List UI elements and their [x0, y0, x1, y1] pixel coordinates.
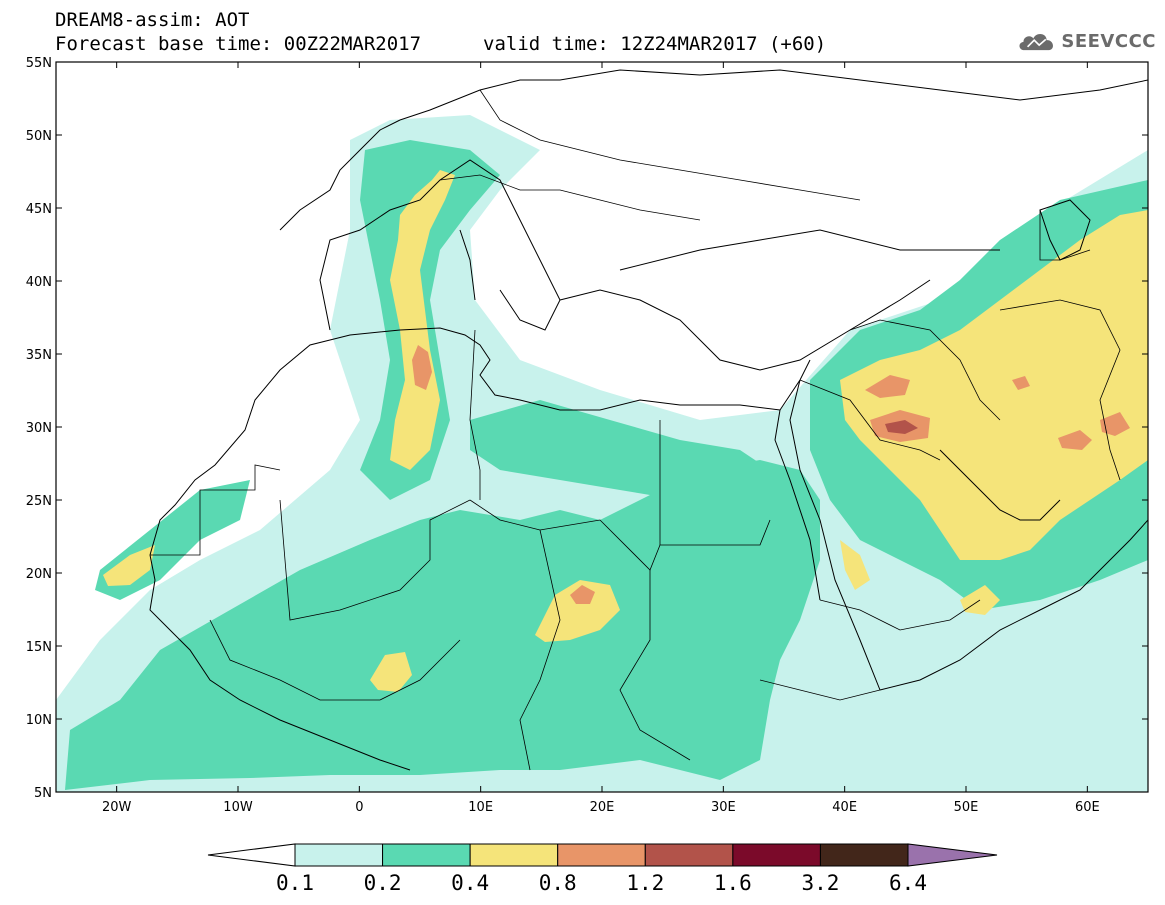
colorbar-level-label: 0.1: [276, 871, 314, 895]
longitude-ticks: 20W 10W 0 10E 20E 30E 40E 50E 60E: [102, 62, 1100, 815]
colorbar-level-label: 6.4: [889, 871, 927, 895]
cloud-icon: [1019, 34, 1053, 51]
valid-time: valid time: 12Z24MAR2017 (+60): [483, 33, 827, 55]
lat-tick-label: 45N: [26, 202, 52, 217]
lon-tick-label: 10W: [223, 800, 253, 815]
lat-tick-label: 50N: [26, 129, 52, 144]
lon-tick-label: 50E: [954, 800, 979, 815]
latitude-ticks: 5N 10N 15N 20N 25N 30N 35N 40N 45N 50N 55N: [26, 56, 1148, 801]
lon-tick-label: 20W: [102, 800, 132, 815]
aot-band-1.2: [885, 420, 918, 434]
lat-tick-label: 10N: [26, 713, 52, 728]
colorbar-level-label: 1.2: [626, 871, 664, 895]
colorbar-swatch: [469, 843, 559, 867]
colorbar-level-label: 1.6: [714, 871, 752, 895]
country-borders: [150, 89, 1121, 771]
lat-tick-label: 15N: [26, 640, 52, 655]
colorbar-swatch: [644, 843, 734, 867]
colorbar-swatch: [819, 843, 909, 867]
colorbar: 0.1 0.2 0.4 0.8 1.2 1.6 3.2 6.4: [207, 843, 998, 895]
lat-tick-label: 20N: [26, 567, 52, 582]
lat-tick-label: 30N: [26, 421, 52, 436]
colorbar-over-triangle: [907, 843, 998, 867]
logo-text: SEEVCCC: [1061, 30, 1156, 52]
lon-tick-label: 0: [355, 800, 363, 815]
seevccc-logo: SEEVCCC: [1016, 24, 1156, 58]
aot-band-0.8: [412, 345, 1130, 604]
colorbar-swatch: [382, 843, 471, 867]
map-title: DREAM8-assim: AOT: [55, 9, 250, 31]
colorbar-level-label: 0.8: [539, 871, 577, 895]
lon-tick-label: 30E: [711, 800, 736, 815]
colorbar-level-label: 0.4: [451, 871, 489, 895]
aot-band-0.4: [103, 170, 1148, 692]
lat-tick-label: 55N: [26, 56, 52, 71]
colorbar-swatch: [732, 843, 821, 867]
lat-tick-label: 40N: [26, 275, 52, 290]
colorbar-level-label: 0.2: [364, 871, 402, 895]
colorbar-swatch: [294, 843, 384, 867]
colorbar-swatch: [557, 843, 646, 867]
forecast-base-time: Forecast base time: 00Z22MAR2017: [55, 33, 422, 55]
lon-tick-label: 40E: [832, 800, 857, 815]
lon-tick-label: 20E: [590, 800, 615, 815]
colorbar-level-label: 3.2: [801, 871, 839, 895]
lon-tick-label: 10E: [468, 800, 493, 815]
lat-tick-label: 35N: [26, 348, 52, 363]
aot-field: [56, 115, 1148, 792]
colorbar-under-triangle: [207, 843, 296, 867]
lat-tick-label: 5N: [34, 786, 52, 801]
lon-tick-label: 60E: [1075, 800, 1100, 815]
lat-tick-label: 25N: [26, 494, 52, 509]
